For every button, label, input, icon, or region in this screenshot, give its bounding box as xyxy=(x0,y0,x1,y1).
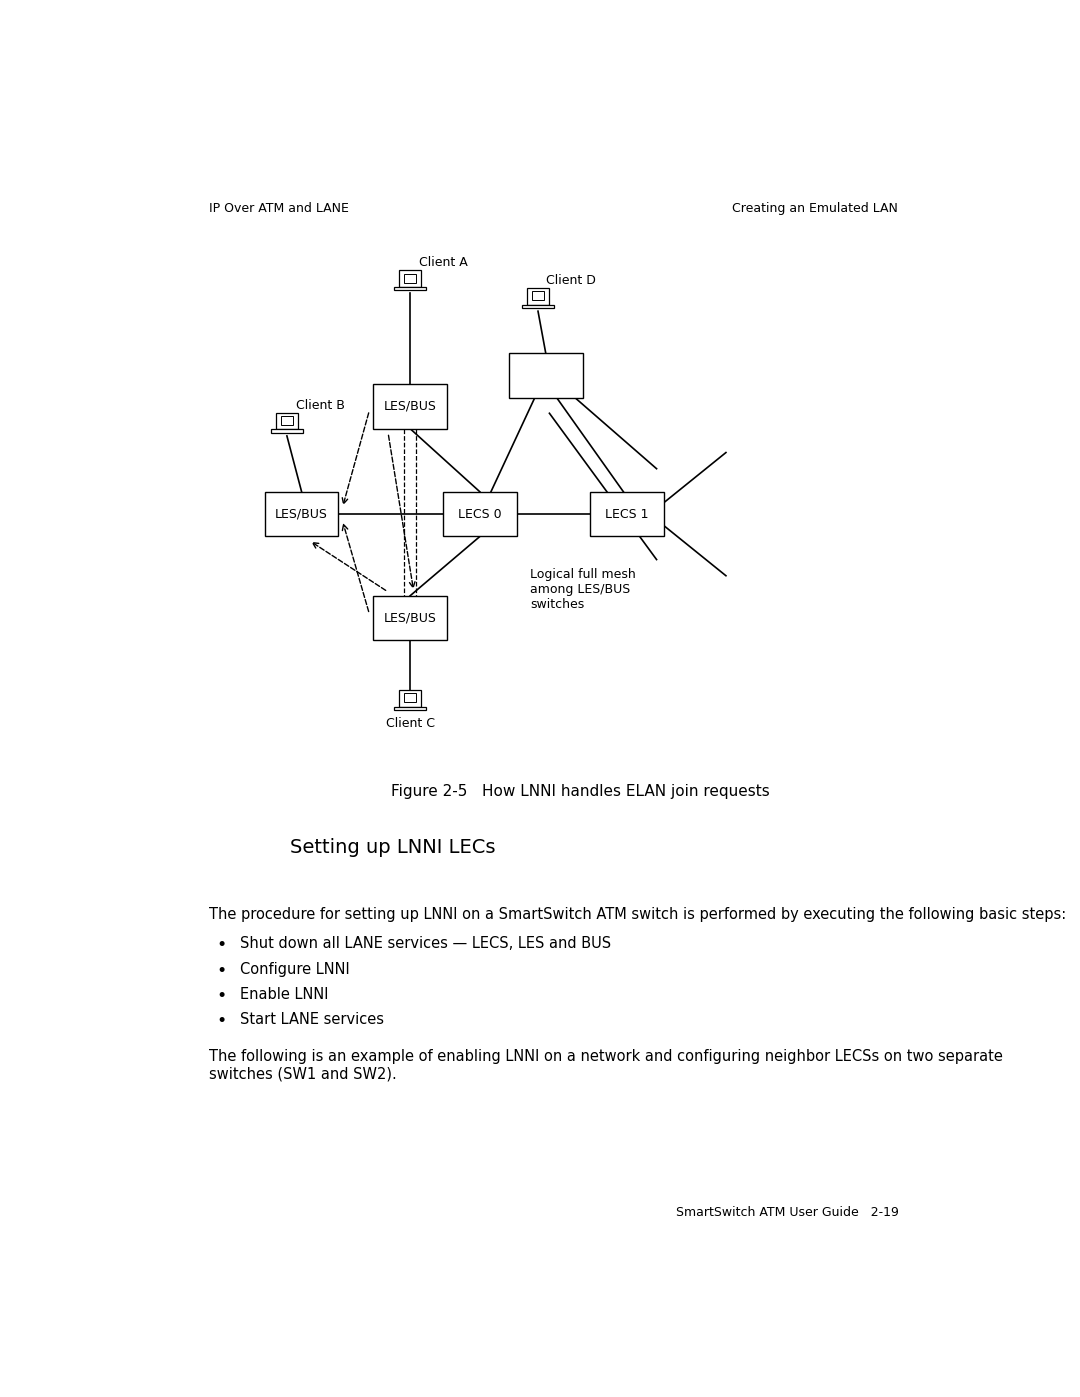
Text: LES/BUS: LES/BUS xyxy=(383,400,436,414)
Bar xyxy=(527,288,549,305)
Text: Client A: Client A xyxy=(419,256,468,270)
Bar xyxy=(522,305,554,309)
Text: The following is an example of enabling LNNI on a network and configuring neighb: The following is an example of enabling … xyxy=(208,1049,1002,1081)
Text: Enable LNNI: Enable LNNI xyxy=(240,986,328,1002)
Text: Client B: Client B xyxy=(296,398,346,412)
Text: LECS 1: LECS 1 xyxy=(606,507,649,521)
Text: IP Over ATM and LANE: IP Over ATM and LANE xyxy=(208,203,349,215)
Text: •: • xyxy=(217,1013,227,1031)
Bar xyxy=(394,286,427,291)
Bar xyxy=(443,492,516,536)
Text: Client D: Client D xyxy=(545,274,596,286)
Bar xyxy=(591,492,664,536)
Text: Logical full mesh
among LES/BUS
switches: Logical full mesh among LES/BUS switches xyxy=(530,569,636,610)
Text: •: • xyxy=(217,961,227,979)
Text: •: • xyxy=(217,986,227,1004)
Text: Figure 2-5   How LNNI handles ELAN join requests: Figure 2-5 How LNNI handles ELAN join re… xyxy=(391,784,769,799)
Text: LES/BUS: LES/BUS xyxy=(275,507,328,521)
Bar xyxy=(399,270,421,286)
Text: Start LANE services: Start LANE services xyxy=(240,1013,383,1027)
Text: Shut down all LANE services — LECS, LES and BUS: Shut down all LANE services — LECS, LES … xyxy=(240,936,611,951)
Bar xyxy=(374,595,447,640)
Bar xyxy=(399,690,421,707)
Bar xyxy=(374,384,447,429)
Text: The procedure for setting up LNNI on a SmartSwitch ATM switch is performed by ex: The procedure for setting up LNNI on a S… xyxy=(208,907,1066,922)
Text: SmartSwitch ATM User Guide   2-19: SmartSwitch ATM User Guide 2-19 xyxy=(675,1206,899,1218)
Text: •: • xyxy=(217,936,227,954)
Text: LES/BUS: LES/BUS xyxy=(383,612,436,624)
Bar xyxy=(404,693,416,703)
Bar xyxy=(509,353,582,398)
Bar xyxy=(394,707,427,710)
Text: Setting up LNNI LECs: Setting up LNNI LECs xyxy=(291,838,496,856)
Bar xyxy=(532,292,544,300)
Text: Configure LNNI: Configure LNNI xyxy=(240,961,349,977)
Text: Creating an Emulated LAN: Creating an Emulated LAN xyxy=(732,203,899,215)
Bar xyxy=(275,412,298,429)
Bar xyxy=(271,429,303,433)
Bar xyxy=(404,274,416,282)
Bar xyxy=(281,416,293,425)
Bar xyxy=(265,492,338,536)
Text: LECS 0: LECS 0 xyxy=(458,507,502,521)
Text: Client C: Client C xyxy=(386,717,434,731)
